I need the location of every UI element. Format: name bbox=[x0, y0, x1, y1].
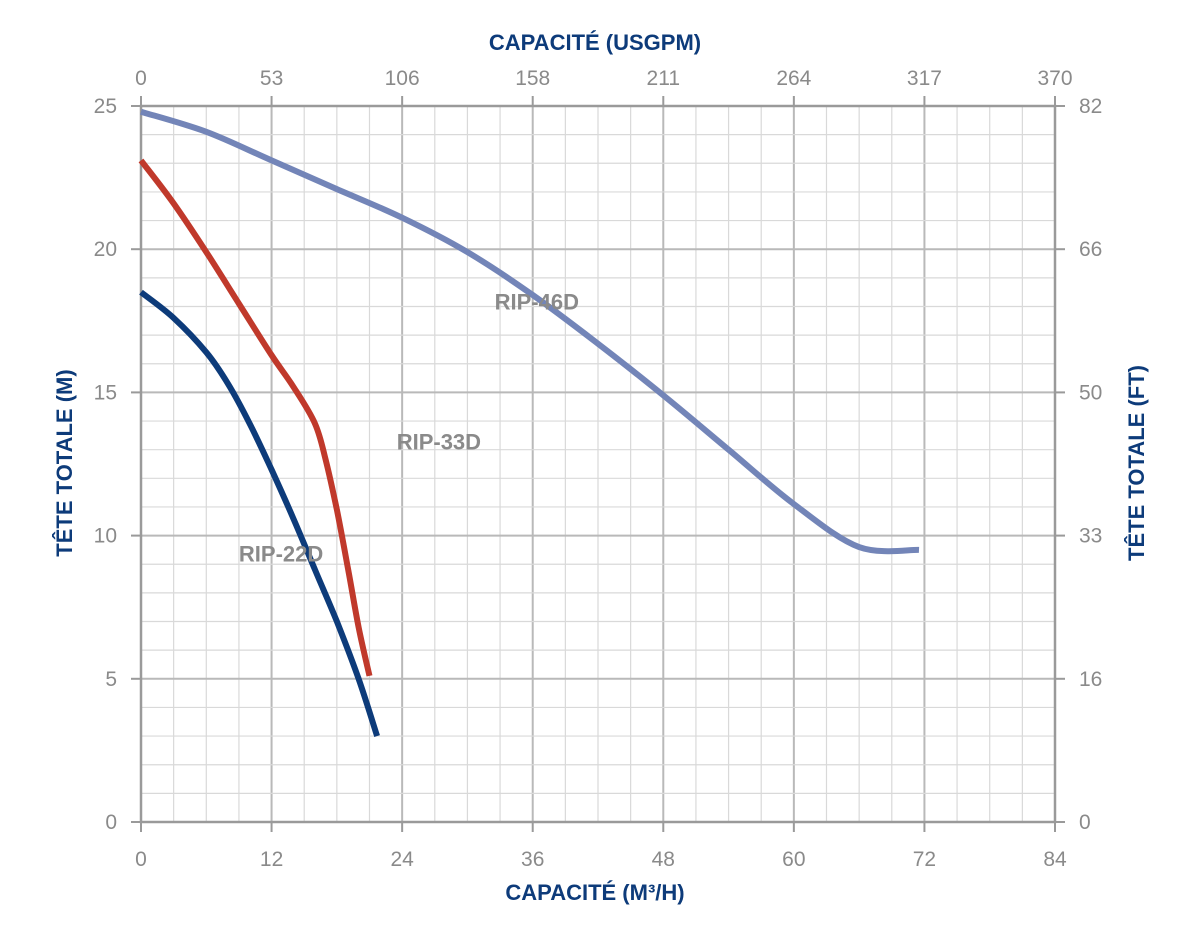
x-axis-ticks: 0 12 24 36 48 60 72 84 bbox=[135, 822, 1067, 871]
top-tick-label: 53 bbox=[260, 67, 283, 90]
top-tick-label: 0 bbox=[135, 67, 147, 90]
series-label-rip-33d: RIP-33D bbox=[397, 430, 481, 455]
series-lines bbox=[138, 108, 920, 738]
grid-lines bbox=[141, 106, 1055, 822]
bottom-tick-label: 36 bbox=[521, 848, 544, 871]
series-line-rip-46d bbox=[140, 108, 920, 555]
left-tick-label: 20 bbox=[94, 238, 117, 261]
right-tick-label: 66 bbox=[1079, 238, 1102, 261]
left-tick-label: 15 bbox=[94, 381, 117, 404]
top-tick-label: 317 bbox=[907, 67, 942, 90]
y-axis-ticks: 0 5 10 15 20 25 bbox=[94, 95, 141, 834]
bottom-tick-label: 12 bbox=[260, 848, 283, 871]
series-line-rip-33d bbox=[138, 158, 373, 677]
y2-axis-ticks: 0 16 33 50 66 82 bbox=[1055, 95, 1102, 834]
x2-axis-ticks: 0 53 106 158 211 264 317 370 bbox=[135, 67, 1073, 106]
series-line-rip-22d bbox=[139, 289, 380, 738]
right-tick-label: 16 bbox=[1079, 668, 1102, 691]
plot-frame bbox=[139, 104, 1057, 824]
top-tick-label: 211 bbox=[647, 67, 680, 90]
right-tick-label: 0 bbox=[1079, 811, 1091, 834]
plot-border bbox=[139, 104, 1057, 824]
series-label-rip-22d: RIP-22D bbox=[239, 541, 323, 566]
right-tick-label: 82 bbox=[1079, 95, 1102, 118]
bottom-tick-label: 48 bbox=[652, 848, 675, 871]
y-axis-title: TÊTE TOTALE (M) bbox=[52, 369, 77, 556]
right-tick-label: 33 bbox=[1079, 525, 1102, 548]
top-tick-label: 106 bbox=[385, 67, 420, 90]
bottom-tick-label: 84 bbox=[1043, 848, 1067, 871]
left-tick-label: 5 bbox=[105, 668, 117, 691]
x2-axis-title: CAPACITÉ (USGPM) bbox=[489, 30, 701, 55]
top-tick-label: 158 bbox=[515, 67, 550, 90]
left-tick-label: 10 bbox=[94, 525, 117, 548]
series-label-rip-46d: RIP-46D bbox=[495, 289, 579, 314]
right-tick-label: 50 bbox=[1079, 381, 1102, 404]
series-labels: RIP-46D RIP-33D RIP-22D bbox=[239, 289, 579, 566]
top-tick-label: 370 bbox=[1037, 67, 1072, 90]
x-axis-title: CAPACITÉ (M³/H) bbox=[505, 880, 684, 905]
bottom-tick-label: 60 bbox=[782, 848, 805, 871]
top-tick-label: 264 bbox=[776, 67, 811, 90]
bottom-tick-label: 24 bbox=[390, 848, 414, 871]
bottom-tick-label: 0 bbox=[135, 848, 147, 871]
left-tick-label: 0 bbox=[105, 811, 117, 834]
left-tick-label: 25 bbox=[94, 95, 117, 118]
bottom-tick-label: 72 bbox=[913, 848, 936, 871]
y2-axis-title: TÊTE TOTALE (FT) bbox=[1124, 365, 1149, 561]
